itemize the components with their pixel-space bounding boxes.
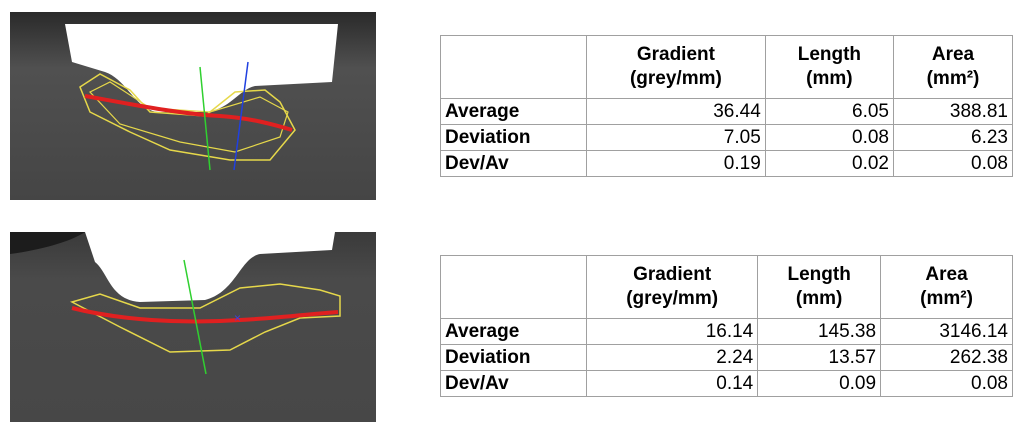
- row-label: Dev/Av: [440, 150, 587, 177]
- data-row: Average 16.14 145.38 3146.14: [440, 318, 1013, 345]
- column-unit: (grey/mm): [629, 68, 722, 89]
- row-label: Dev/Av: [440, 370, 587, 397]
- column-header: Area (mm²): [880, 255, 1013, 319]
- cell: 388.81: [892, 98, 1014, 125]
- cell: 145.38: [757, 318, 882, 345]
- cell: 0.02: [764, 150, 894, 177]
- column-name: Length: [787, 264, 851, 285]
- data-row: Average 36.44 6.05 388.81: [440, 98, 1014, 125]
- data-row: Deviation 2.24 13.57 262.38: [440, 344, 1013, 371]
- cell: 0.08: [880, 370, 1013, 397]
- data-row: Dev/Av 0.14 0.09 0.08: [440, 370, 1013, 397]
- row-label: Deviation: [440, 124, 587, 151]
- cell: 0.19: [586, 150, 766, 177]
- column-header: Area (mm²): [892, 35, 1014, 99]
- cell: 6.23: [892, 124, 1014, 151]
- cell: 262.38: [880, 344, 1013, 371]
- data-row: Deviation 7.05 0.08 6.23: [440, 124, 1014, 151]
- cell: 13.57: [757, 344, 882, 371]
- row-label: Deviation: [440, 344, 587, 371]
- column-unit: (mm): [806, 68, 853, 89]
- data-row: Dev/Av 0.19 0.02 0.08: [440, 150, 1014, 177]
- cell: 6.05: [764, 98, 894, 125]
- column-name: Gradient: [633, 264, 712, 285]
- cell: 0.14: [585, 370, 759, 397]
- column-name: Area: [931, 44, 975, 65]
- column-name: Area: [925, 264, 968, 285]
- column-unit: (mm²): [926, 68, 980, 89]
- cell: 0.09: [757, 370, 882, 397]
- column-name: Gradient: [636, 44, 715, 65]
- corner-cell: [440, 35, 587, 99]
- column-unit: (mm²): [920, 288, 973, 309]
- table-2: Gradient (grey/mm) Length (mm) Area (mm²) Aver…: [440, 255, 1013, 397]
- column-header: Gradient (grey/mm): [586, 35, 766, 99]
- row-label: Average: [440, 98, 587, 125]
- header-row: Gradient (grey/mm) Length (mm) Area (mm²): [440, 255, 1013, 319]
- row-label: Average: [440, 318, 587, 345]
- marker: ×: [234, 311, 241, 325]
- ct-image-2: ×: [10, 232, 376, 422]
- column-header: Length (mm): [764, 35, 894, 99]
- ct-image-1: [10, 12, 376, 200]
- cell: 16.14: [585, 318, 759, 345]
- column-header: Length (mm): [757, 255, 882, 319]
- cell: 7.05: [586, 124, 766, 151]
- header-row: Gradient (grey/mm) Length (mm) Area (mm²): [440, 35, 1014, 99]
- table-1: Gradient (grey/mm) Length (mm) Area (mm²) Aver…: [440, 35, 1014, 177]
- column-unit: (mm): [795, 288, 843, 309]
- cell: 0.08: [892, 150, 1014, 177]
- column-header: Gradient (grey/mm): [585, 255, 759, 319]
- cell: 0.08: [764, 124, 894, 151]
- column-unit: (grey/mm): [626, 288, 719, 309]
- column-name: Length: [797, 44, 862, 65]
- cell: 3146.14: [880, 318, 1013, 345]
- cell: 2.24: [585, 344, 759, 371]
- corner-cell: [440, 255, 587, 319]
- cell: 36.44: [586, 98, 766, 125]
